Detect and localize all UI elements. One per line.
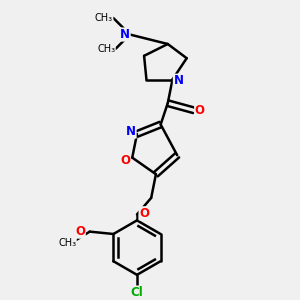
Text: CH₃: CH₃ (58, 238, 76, 248)
Text: O: O (75, 225, 85, 238)
Text: N: N (120, 28, 130, 41)
Text: O: O (195, 104, 205, 117)
Text: CH₃: CH₃ (97, 44, 115, 54)
Text: O: O (120, 154, 130, 166)
Text: N: N (173, 74, 183, 87)
Text: N: N (126, 125, 136, 138)
Text: O: O (139, 207, 149, 220)
Text: Cl: Cl (130, 286, 143, 299)
Text: CH₃: CH₃ (95, 13, 113, 23)
